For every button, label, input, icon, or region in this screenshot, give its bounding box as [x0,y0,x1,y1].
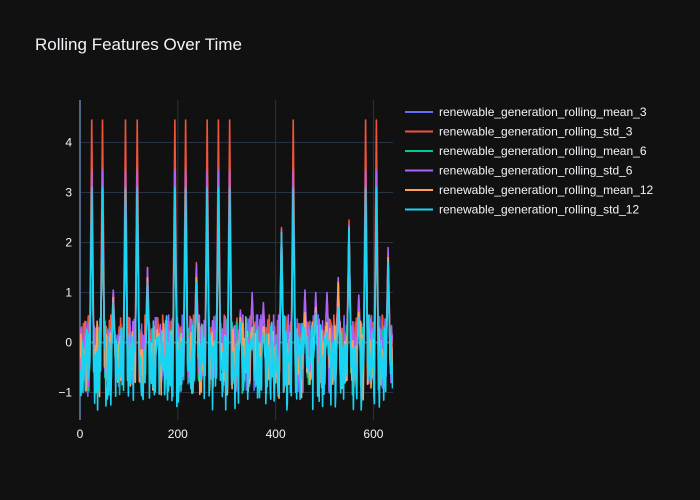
legend-item-renewable_generation_rolling_std_3[interactable]: renewable_generation_rolling_std_3 [405,125,633,139]
legend-item-renewable_generation_rolling_std_12[interactable]: renewable_generation_rolling_std_12 [405,203,639,217]
legend[interactable]: renewable_generation_rolling_mean_3renew… [405,105,653,217]
legend-label: renewable_generation_rolling_mean_3 [439,105,647,119]
chart-title: Rolling Features Over Time [35,35,242,54]
legend-item-renewable_generation_rolling_mean_12[interactable]: renewable_generation_rolling_mean_12 [405,183,653,197]
legend-label: renewable_generation_rolling_std_12 [439,203,639,217]
legend-item-renewable_generation_rolling_mean_6[interactable]: renewable_generation_rolling_mean_6 [405,144,647,158]
legend-label: renewable_generation_rolling_std_3 [439,125,633,139]
y-tick-label: 1 [65,286,72,300]
plot-series [80,119,393,411]
x-tick-label: 600 [363,427,383,441]
axes: −1 0 1 2 3 4 0 200 400 600 [58,136,383,442]
x-tick-label: 200 [168,427,188,441]
x-tick-label: 0 [77,427,84,441]
y-tick-label: 4 [65,136,72,150]
y-tick-label: −1 [58,386,72,400]
legend-item-renewable_generation_rolling_std_6[interactable]: renewable_generation_rolling_std_6 [405,164,633,178]
y-tick-label: 3 [65,186,72,200]
series-line-renewable_generation_rolling_std_12 [80,186,393,411]
y-tick-label: 0 [65,336,72,350]
legend-label: renewable_generation_rolling_std_6 [439,164,633,178]
x-tick-label: 400 [266,427,286,441]
legend-label: renewable_generation_rolling_mean_12 [439,183,653,197]
legend-label: renewable_generation_rolling_mean_6 [439,144,647,158]
legend-item-renewable_generation_rolling_mean_3[interactable]: renewable_generation_rolling_mean_3 [405,105,647,119]
y-tick-label: 2 [65,236,72,250]
